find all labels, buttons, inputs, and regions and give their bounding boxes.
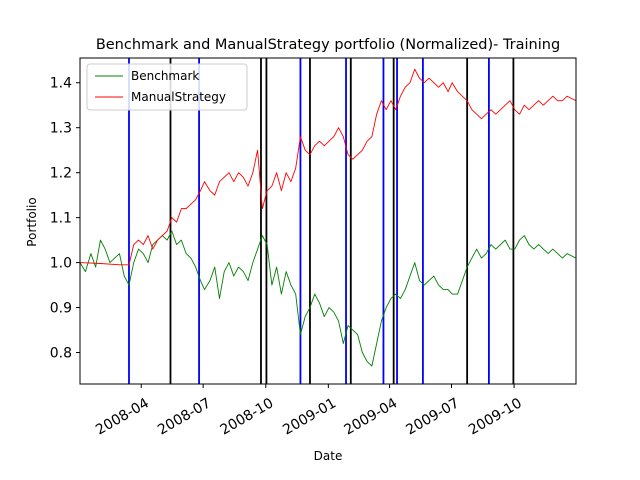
y-tick-label: 0.8 <box>50 346 72 362</box>
x-tick-label: 2008-07 <box>155 395 214 438</box>
x-tick-label: 2009-01 <box>280 395 339 438</box>
series-line-benchmark <box>80 230 576 367</box>
chart-title: Benchmark and ManualStrategy portfolio (… <box>96 37 560 53</box>
y-tick-label: 1.2 <box>50 166 72 182</box>
y-tick-label: 1.1 <box>50 211 72 227</box>
y-tick-label: 1.4 <box>50 76 72 92</box>
x-tick-label: 2008-04 <box>93 395 152 438</box>
legend-box <box>86 63 248 111</box>
series-line-manualstrategy <box>80 68 576 266</box>
x-tick-label: 2008-10 <box>218 395 277 438</box>
x-tick-label: 2009-07 <box>403 395 462 438</box>
y-axis: 0.8 0.9 1.0 1.1 1.2 1.3 1.4 <box>50 76 80 362</box>
y-tick-label: 1.0 <box>50 256 72 272</box>
x-tick-label: 2009-04 <box>342 395 401 438</box>
y-tick-label: 0.9 <box>50 301 72 317</box>
series-lines <box>80 68 576 367</box>
y-tick-label: 1.3 <box>50 121 72 137</box>
legend-label-manualstrategy: ManualStrategy <box>131 90 226 104</box>
legend-label-benchmark: Benchmark <box>131 69 199 83</box>
y-axis-label: Portfolio <box>25 197 39 246</box>
legend: Benchmark ManualStrategy <box>86 63 248 111</box>
signal-lines <box>128 58 515 384</box>
x-tick-label: 2009-10 <box>466 395 525 438</box>
x-axis-label: Date <box>314 449 343 463</box>
x-axis: 2008-04 2008-07 2008-10 2009-01 2009-04 2009-… <box>93 384 525 438</box>
